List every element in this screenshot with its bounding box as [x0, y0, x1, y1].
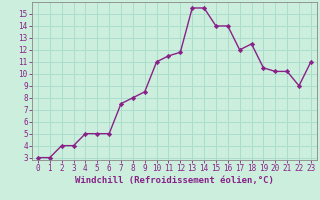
- X-axis label: Windchill (Refroidissement éolien,°C): Windchill (Refroidissement éolien,°C): [75, 176, 274, 185]
